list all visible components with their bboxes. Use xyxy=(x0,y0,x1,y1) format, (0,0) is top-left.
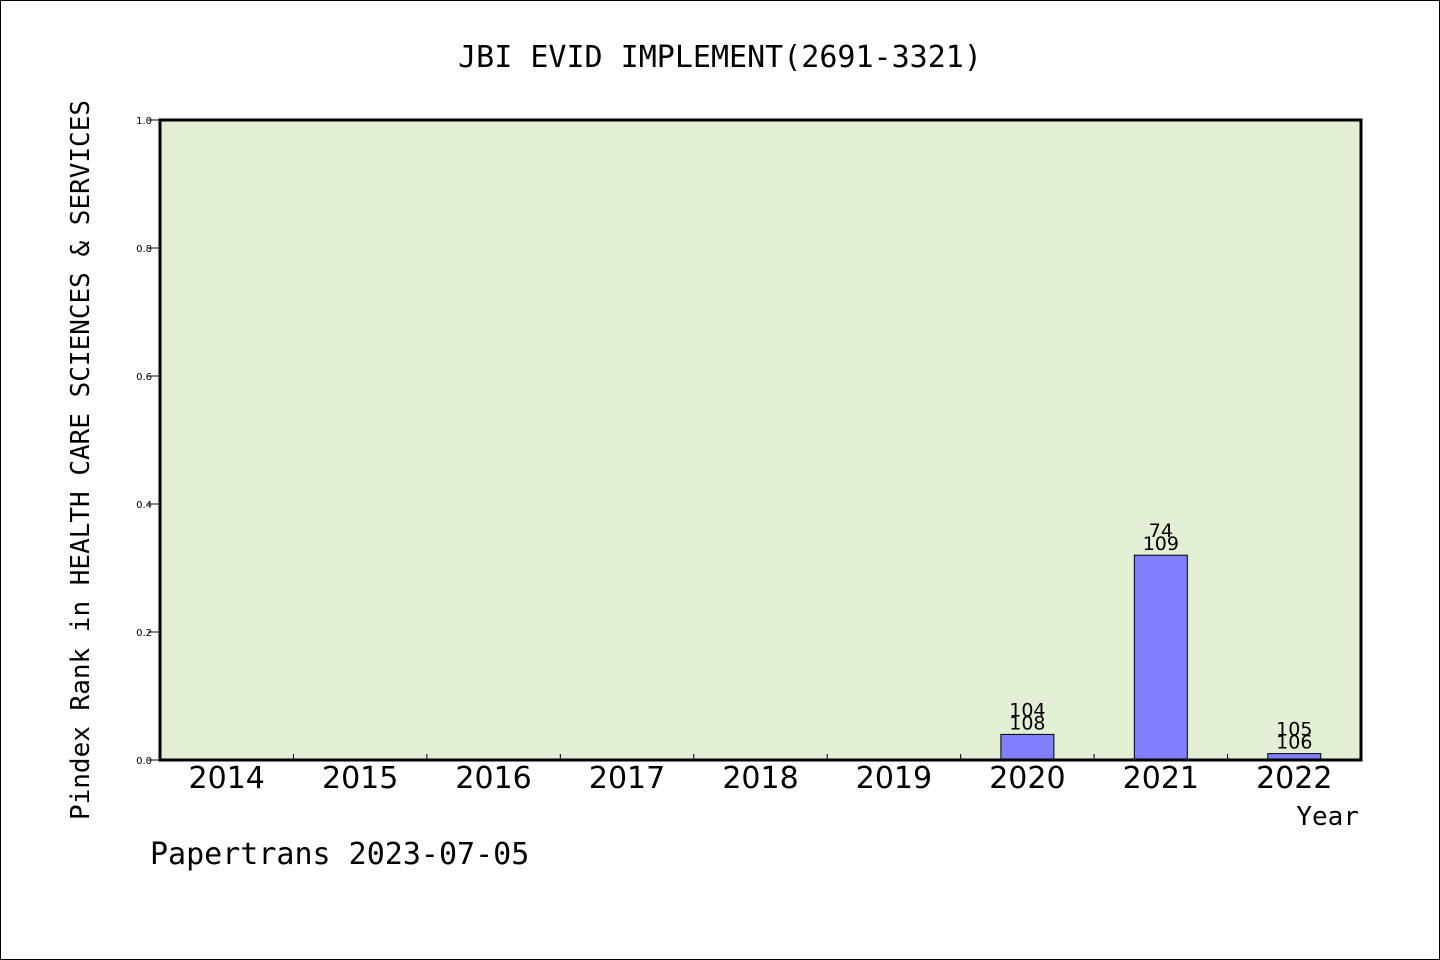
bars-group xyxy=(1000,554,1322,761)
x-tick-label: 2020 xyxy=(989,761,1065,796)
chart-title: JBI EVID IMPLEMENT(2691-3321) xyxy=(458,40,982,75)
y-tick-label: 0.2 xyxy=(136,628,152,639)
y-tick-label: 0.4 xyxy=(136,500,152,511)
y-tick-label: 0.8 xyxy=(136,244,152,255)
x-axis-label: Year xyxy=(1296,802,1359,832)
bar-label-top: 105 xyxy=(1276,719,1312,741)
x-tick-label: 2019 xyxy=(856,761,932,796)
x-tick-label: 2017 xyxy=(589,761,665,796)
x-tick-label: 2018 xyxy=(722,761,798,796)
bar-label-bottom: 109 xyxy=(1143,533,1179,555)
y-axis-ticks: 0.0 0.2 0.4 0.6 0.8 1.0 xyxy=(136,116,160,767)
y-tick-label: 0.0 xyxy=(136,756,152,767)
x-tick-label: 2021 xyxy=(1123,761,1199,796)
bar-label-top: 74 xyxy=(1149,520,1173,542)
bar-label-top: 104 xyxy=(1009,699,1045,721)
bar xyxy=(1133,554,1188,761)
x-tick-label: 2022 xyxy=(1256,761,1332,796)
bar xyxy=(1000,733,1055,761)
x-tick-label: 2014 xyxy=(189,761,265,796)
y-axis-label: Pindex Rank in HEALTH CARE SCIENCES & SE… xyxy=(66,100,96,820)
bar-label-bottom: 108 xyxy=(1009,712,1045,734)
y-tick-label: 1.0 xyxy=(136,116,152,127)
y-tick-label: 0.6 xyxy=(136,372,152,383)
bar-label-bottom: 106 xyxy=(1276,732,1312,754)
plot-border xyxy=(158,118,1363,762)
x-tick-label: 2015 xyxy=(322,761,398,796)
x-tick-label: 2016 xyxy=(455,761,531,796)
footer-text: Papertrans 2023-07-05 xyxy=(150,837,529,872)
x-axis-ticks: 2014 2015 2016 2017 2018 2019 2020 2021 2022 xyxy=(189,754,1332,796)
